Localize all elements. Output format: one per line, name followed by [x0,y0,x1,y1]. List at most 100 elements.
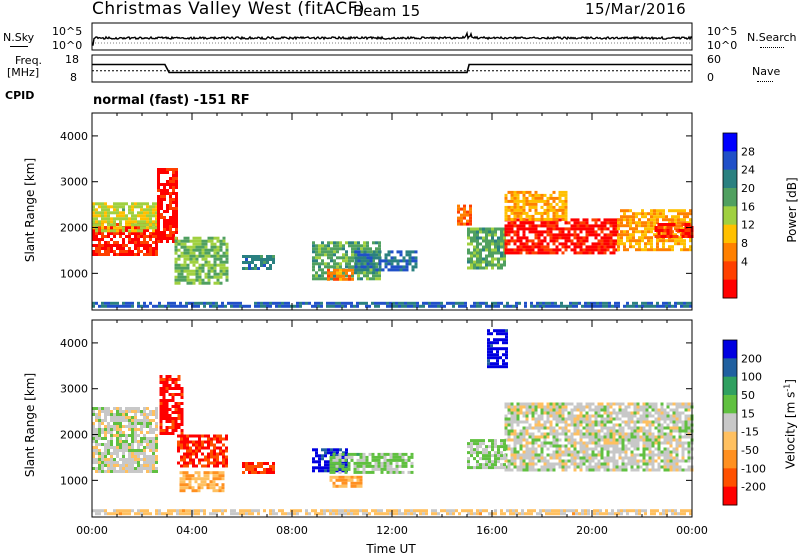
velocity-region [329,452,414,474]
power-region [467,227,506,270]
nsky-tick-top: 10^5 [52,25,83,38]
velocity-region [504,402,694,472]
noise-panel-frame [91,22,693,51]
nave-label: Nave [752,65,781,78]
velocity-region [242,462,275,474]
power-ylabel: Slant Range [km] [23,157,37,263]
nave-legend-line [757,81,773,82]
velocity-ytick-label: 4000 [60,337,88,350]
velocity-colorbar-segment [723,431,737,451]
nsky-legend-line [10,46,28,47]
power-colorbar-tick: 24 [741,164,755,177]
power-colorbar-segment [723,169,737,189]
nsearch-tick-top: 10^5 [707,25,738,38]
velocity-colorbar-tick: 100 [741,371,762,384]
power-colorbar-tick: 8 [741,237,748,250]
nsky-tick-bottom: 10^0 [52,39,83,52]
power-region [92,301,692,308]
freq-tick-top: 18 [65,53,79,66]
power-region [457,204,472,226]
power-colorbar-tick: 28 [741,145,755,158]
power-ytick-label: 1000 [60,267,88,280]
nsearch-label: N.Search [747,31,797,44]
velocity-colorbar-frame [722,339,738,506]
power-colorbar-tick: 20 [741,182,755,195]
sky-noise-line [92,30,693,46]
xtick-label: 20:00 [576,524,608,537]
xtick-label: 00:00 [676,524,708,537]
power-region [327,268,354,281]
power-colorbar-segment [723,243,737,262]
velocity-colorbar-segment [723,450,737,469]
velocity-ytick-label: 1000 [60,474,88,487]
velocity-region [329,475,363,488]
power-ytick-label: 2000 [60,222,88,235]
date-label: 15/Mar/2016 [585,0,687,18]
power-region [654,223,694,238]
nsky-label: N.Sky [3,31,35,44]
velocity-colorbar-label: Velocity [m s-1] [782,379,798,469]
power-region [242,255,275,270]
xtick-label: 08:00 [276,524,308,537]
freq-tick-bottom: 8 [70,71,77,84]
cpid-label: CPID [5,89,35,102]
velocity-colorbar-segment [723,358,737,378]
xtick-label: 04:00 [176,524,208,537]
velocity-colorbar-segment [723,413,737,433]
cpid-text: normal (fast) -151 RF [93,93,250,108]
velocity-colorbar-tick: -50 [741,444,759,457]
velocity-colorbar-tick: 50 [741,389,755,402]
power-colorbar-segment [723,151,737,171]
nave-tick-bottom: 0 [707,71,714,84]
xtick-label: 00:00 [76,524,108,537]
power-colorbar-segment [723,279,737,299]
beam-label: Beam 15 [353,2,421,20]
power-ytick-label: 4000 [60,130,88,143]
nave-tick-top: 60 [707,53,721,66]
power-colorbar-segment [723,206,737,226]
power-region [504,190,568,221]
freq-label: Freq. [15,54,43,67]
velocity-colorbar-segment [723,395,737,414]
velocity-colorbar-tick: -100 [741,462,766,475]
power-region [504,218,619,255]
velocity-colorbar-tick: -15 [741,426,759,439]
freq-panel-frame [91,54,693,83]
velocity-colorbar-segment [723,340,737,359]
velocity-ytick-label: 3000 [60,383,88,396]
power-colorbar-frame [722,132,738,299]
power-region [354,250,418,272]
velocity-region [177,434,228,468]
velocity-region [487,329,508,369]
power-colorbar-label: Power [dB] [785,177,799,243]
power-colorbar-tick: 12 [741,219,755,232]
power-region [157,168,178,243]
velocity-colorbar-tick: 200 [741,352,762,365]
power-colorbar-segment [723,133,737,152]
freq-unit-label: [MHz] [7,66,40,79]
velocity-colorbar-tick: -200 [741,481,766,494]
power-colorbar-segment [723,261,737,281]
xlabel: Time UT [366,542,416,554]
velocity-colorbar-segment [723,486,737,506]
xtick-label: 16:00 [476,524,508,537]
power-ytick-label: 3000 [60,176,88,189]
frequency-line [92,63,692,74]
station-title: Christmas Valley West (fitACF) [92,0,366,19]
velocity-region [92,407,158,473]
power-region [92,202,158,233]
power-colorbar-tick: 16 [741,200,755,213]
power-colorbar-segment [723,224,737,244]
power-region [174,236,229,285]
power-colorbar-segment [723,188,737,207]
velocity-colorbar-tick: 15 [741,407,755,420]
xtick-label: 12:00 [376,524,408,537]
velocity-colorbar-segment [723,376,737,396]
velocity-region [159,375,184,435]
nsearch-tick-bottom: 10^0 [707,39,738,52]
velocity-ylabel: Slant Range [km] [23,372,37,478]
nsearch-legend-line [760,47,784,48]
power-colorbar-tick: 4 [741,255,748,268]
